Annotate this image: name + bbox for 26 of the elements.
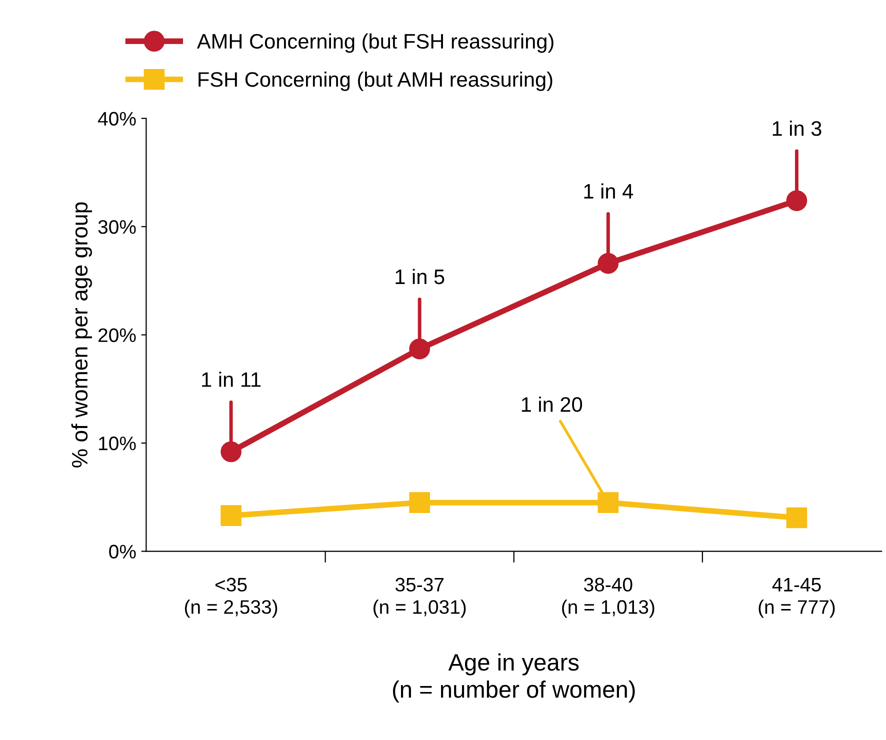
legend-label: FSH Concerning (but AMH reassuring)	[198, 72, 552, 91]
point	[598, 253, 619, 274]
y-tick-label: 20%	[98, 328, 136, 342]
y-tick-label: 10%	[99, 436, 136, 450]
x-tick-label: 38-40 (n = 1,013)	[562, 578, 654, 618]
annotation: 1 in 4	[584, 183, 634, 198]
x-axis-title: Age in years (n = number of women)	[392, 653, 635, 703]
legend-label: AMH Concerning (but FSH reassuring)	[196, 33, 554, 53]
point	[786, 190, 808, 212]
point	[409, 492, 430, 514]
point	[409, 338, 430, 360]
y-axis-title: % of women per age group	[71, 202, 92, 468]
y-tick-label: 0%	[109, 544, 136, 559]
annotation: 1 in 5	[396, 268, 444, 284]
x-tick-label: 41-45 (n = 777)	[758, 578, 835, 618]
x-tick-label: 35-37 (n = 1,031)	[374, 578, 466, 618]
x-tick-label: <35 (n = 2,533)	[184, 578, 278, 618]
point	[598, 492, 619, 514]
y-tick-label: 30%	[98, 220, 136, 234]
point	[786, 507, 808, 528]
annotation: 1 in 11	[202, 372, 261, 387]
annotation: 1 in 3	[772, 120, 822, 136]
y-tick-label: 40%	[98, 112, 136, 126]
point	[220, 441, 242, 462]
point	[220, 505, 242, 526]
annotation: 1 in 20	[522, 396, 582, 412]
